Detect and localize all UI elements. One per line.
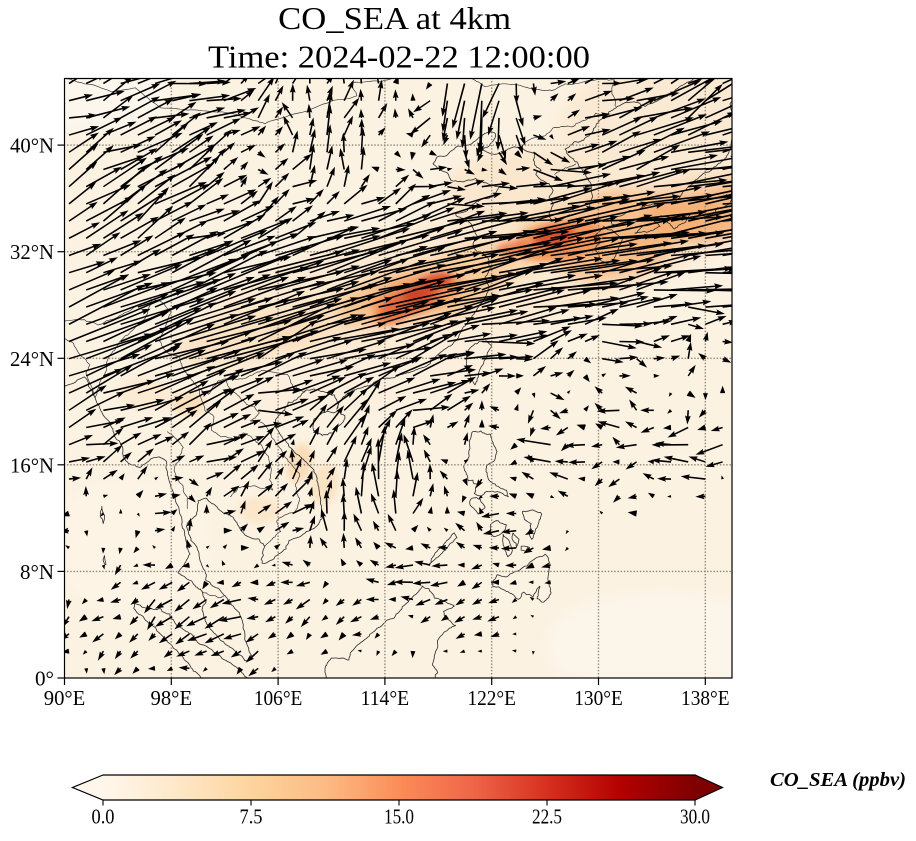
svg-text:CO_SEA at 4km: CO_SEA at 4km [278,1,512,36]
svg-text:98°E: 98°E [151,686,193,710]
svg-text:0°: 0° [35,667,54,691]
svg-text:122°E: 122°E [467,686,516,710]
svg-text:16°N: 16°N [10,453,54,477]
svg-text:0.0: 0.0 [92,805,115,829]
svg-text:138°E: 138°E [681,686,730,710]
svg-text:CO_SEA (ppbv): CO_SEA (ppbv) [770,769,906,791]
svg-text:114°E: 114°E [361,686,410,710]
svg-text:22.5: 22.5 [532,805,562,829]
svg-text:40°N: 40°N [10,134,54,158]
svg-text:24°N: 24°N [10,347,54,371]
svg-text:15.0: 15.0 [384,805,414,829]
svg-text:32°N: 32°N [10,240,54,264]
svg-text:7.5: 7.5 [240,805,263,829]
svg-text:8°N: 8°N [20,560,54,584]
svg-text:90°E: 90°E [44,686,86,710]
svg-text:130°E: 130°E [574,686,623,710]
svg-text:Time: 2024-02-22 12:00:00: Time: 2024-02-22 12:00:00 [208,40,590,75]
svg-text:106°E: 106°E [254,686,303,710]
svg-text:30.0: 30.0 [680,805,710,829]
